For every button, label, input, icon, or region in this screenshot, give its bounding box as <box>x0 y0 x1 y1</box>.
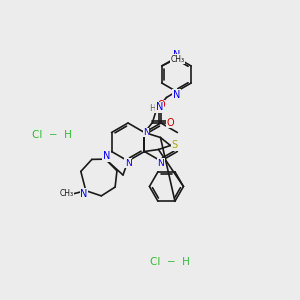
Text: CH₃: CH₃ <box>60 189 74 198</box>
Text: Cl  −  H: Cl − H <box>150 257 190 267</box>
Text: N: N <box>80 189 88 199</box>
Text: N: N <box>156 103 163 112</box>
Text: N: N <box>173 50 180 61</box>
Text: N: N <box>103 151 110 161</box>
Text: N: N <box>124 158 131 167</box>
Text: N: N <box>173 89 180 100</box>
Text: CH₃: CH₃ <box>171 55 185 64</box>
Text: S: S <box>171 140 178 151</box>
Text: N: N <box>158 158 164 167</box>
Text: O: O <box>157 100 165 110</box>
Text: Cl  −  H: Cl − H <box>32 130 72 140</box>
Text: O: O <box>167 118 174 128</box>
Text: H: H <box>149 104 156 113</box>
Text: N: N <box>143 128 150 137</box>
